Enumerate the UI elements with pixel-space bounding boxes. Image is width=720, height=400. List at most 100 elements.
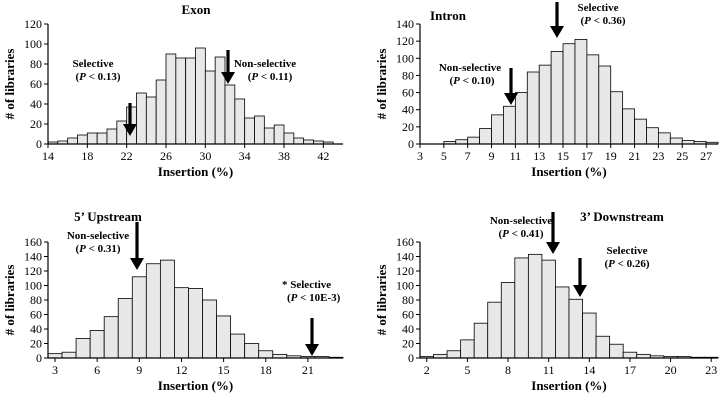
- x-tick-label: 3: [52, 363, 58, 377]
- arrow-down-icon: [546, 242, 560, 254]
- y-axis-label: # of libraries: [2, 49, 17, 120]
- annotation-p-value: (P < 10E-3): [287, 292, 341, 304]
- histogram-bar: [500, 282, 516, 359]
- x-axis-label: Insertion (%): [531, 378, 606, 393]
- y-axis-label: # of libraries: [2, 265, 17, 336]
- arrow-down-icon: [130, 258, 144, 270]
- x-tick-label: 5: [441, 149, 447, 163]
- histogram-bar: [283, 132, 295, 145]
- x-tick-label: 13: [533, 149, 545, 163]
- histogram-bar: [595, 335, 611, 359]
- histogram-bar: [446, 350, 462, 359]
- histogram-bar: [669, 137, 683, 145]
- histogram-bar: [541, 259, 556, 359]
- annotation-p-value: (P < 0.11): [248, 71, 293, 83]
- x-tick-label: 15: [218, 363, 230, 377]
- histogram-bar: [263, 127, 275, 145]
- annotation-p-value: (P < 0.31): [75, 243, 120, 255]
- x-tick-label: 2: [424, 363, 430, 377]
- y-tick-label: 0: [36, 137, 42, 151]
- histogram-bar: [293, 137, 305, 145]
- y-tick-label: 60: [402, 308, 414, 322]
- annotation-label: Non-selective: [234, 58, 296, 70]
- arrow-down-icon: [123, 124, 137, 136]
- histogram-bar: [195, 47, 206, 145]
- histogram-bar: [89, 330, 105, 359]
- histogram-bar: [574, 39, 588, 145]
- histogram-bar: [214, 56, 226, 145]
- y-tick-label: 40: [402, 322, 414, 336]
- histogram-bar: [514, 92, 528, 145]
- x-tick-label: 17: [624, 363, 636, 377]
- histogram-bar: [159, 259, 175, 359]
- histogram-bar: [188, 287, 203, 359]
- histogram-bar: [634, 118, 647, 145]
- arrow-down-icon: [504, 93, 518, 105]
- histogram-bar: [582, 312, 597, 359]
- x-tick-label: 34: [239, 149, 251, 163]
- histogram-bar: [165, 53, 177, 145]
- histogram-bar: [145, 263, 161, 359]
- x-tick-label: 9: [489, 149, 495, 163]
- x-axis-label: Insertion (%): [158, 378, 233, 393]
- histogram-bar: [538, 64, 552, 145]
- annotation-label: Non-selective: [490, 215, 552, 227]
- histogram-bar: [487, 301, 502, 359]
- histogram-bar: [254, 115, 265, 145]
- y-tick-label: 60: [402, 86, 414, 100]
- histogram-bar: [61, 351, 77, 359]
- histogram-bar: [555, 286, 570, 359]
- x-tick-label: 21: [629, 149, 641, 163]
- x-tick-label: 17: [581, 149, 593, 163]
- arrow-down-icon: [305, 344, 319, 356]
- annotation-p-value: (P < 0.36): [580, 15, 625, 27]
- y-tick-label: 20: [402, 337, 414, 351]
- histogram-bar: [175, 57, 187, 145]
- histogram-bar: [234, 98, 246, 145]
- y-tick-label: 0: [408, 351, 414, 365]
- x-tick-label: 18: [260, 363, 272, 377]
- y-tick-label: 80: [402, 293, 414, 307]
- x-tick-label: 9: [136, 363, 142, 377]
- y-tick-label: 0: [408, 137, 414, 151]
- annotation-p-value: (P < 0.41): [498, 228, 543, 240]
- x-tick-label: 18: [81, 149, 93, 163]
- y-tick-label: 40: [402, 103, 414, 117]
- histogram-bar: [467, 136, 480, 145]
- histogram-bar: [131, 276, 147, 359]
- arrow-down-icon: [550, 26, 564, 38]
- histogram-bar: [562, 43, 576, 145]
- y-tick-label: 100: [24, 279, 42, 293]
- histogram-bar: [96, 132, 108, 145]
- annotation-label: Non-selective: [439, 62, 501, 74]
- y-tick-label: 60: [30, 308, 42, 322]
- histogram-bar: [145, 96, 157, 145]
- x-tick-label: 11: [543, 363, 555, 377]
- x-tick-label: 38: [278, 149, 290, 163]
- x-tick-label: 14: [583, 363, 595, 377]
- histogram-bar: [174, 287, 189, 359]
- histogram-bar: [568, 298, 583, 359]
- x-tick-label: 25: [676, 149, 688, 163]
- y-tick-label: 40: [30, 322, 42, 336]
- x-tick-label: 42: [317, 149, 329, 163]
- y-tick-label: 80: [30, 293, 42, 307]
- arrow-down-icon: [573, 285, 587, 297]
- histogram-bar: [479, 128, 492, 145]
- y-axis-label: # of libraries: [374, 49, 389, 120]
- y-tick-label: 120: [396, 264, 414, 278]
- x-tick-label: 3: [417, 149, 423, 163]
- histogram-bar: [586, 54, 600, 145]
- x-tick-label: 5: [464, 363, 470, 377]
- histogram-bar: [216, 315, 232, 359]
- panel-title: 5’ Upstream: [74, 209, 142, 224]
- histogram-bar: [185, 57, 196, 145]
- y-tick-label: 20: [30, 337, 42, 351]
- histogram-bar: [646, 127, 659, 145]
- histogram-bar: [658, 132, 671, 145]
- histogram-bar: [77, 134, 88, 145]
- histogram-bar: [117, 298, 133, 359]
- y-tick-label: 120: [24, 17, 42, 31]
- x-tick-label: 21: [302, 363, 314, 377]
